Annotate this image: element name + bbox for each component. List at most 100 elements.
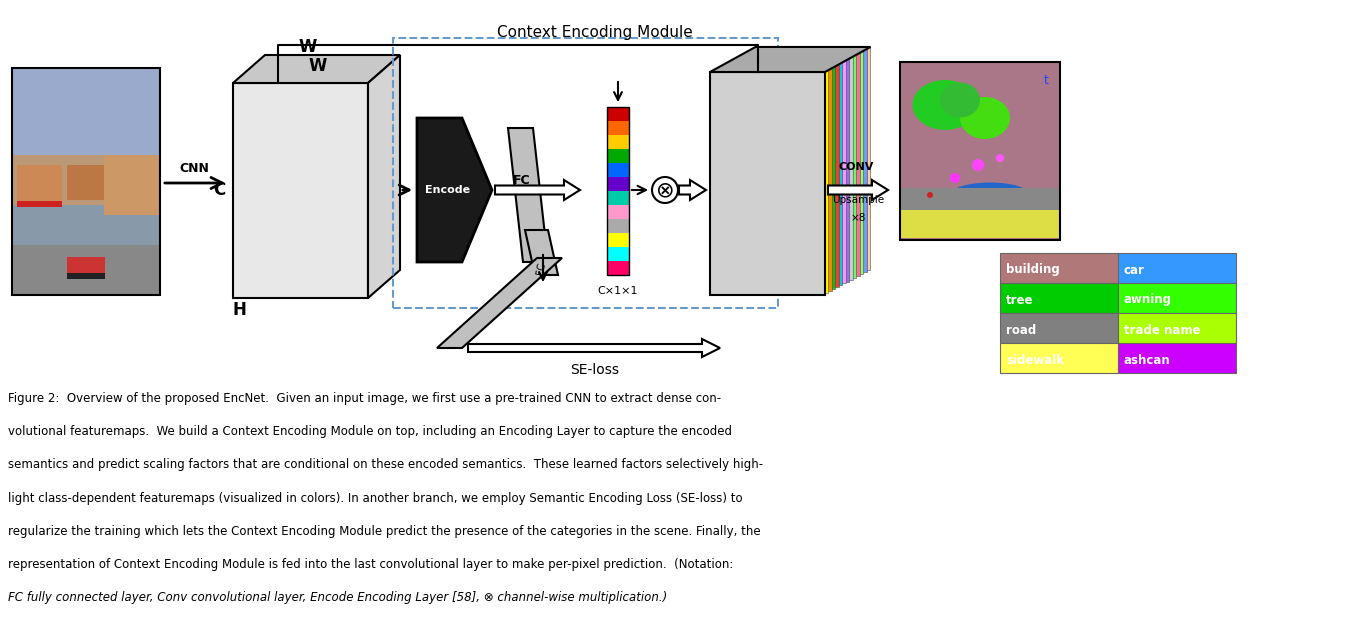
Bar [900, 188, 1060, 210]
Bar [607, 261, 630, 275]
Bar [393, 38, 779, 308]
Text: regularize the training which lets the Context Encoding Module predict the prese: regularize the training which lets the C… [8, 525, 761, 538]
Bar [734, 58, 849, 282]
Text: SE-loss: SE-loss [570, 363, 620, 377]
Ellipse shape [910, 196, 969, 214]
Circle shape [972, 159, 984, 171]
Bar [607, 205, 630, 219]
Bar [607, 163, 630, 177]
Bar [607, 219, 630, 233]
Bar [66, 257, 106, 275]
Bar [720, 66, 835, 289]
Bar [607, 233, 630, 247]
Text: tree: tree [1006, 293, 1033, 307]
Polygon shape [829, 180, 888, 200]
Text: volutional featuremaps.  We build a Context Encoding Module on top, including an: volutional featuremaps. We build a Conte… [8, 425, 733, 438]
Bar [756, 47, 871, 270]
Bar [738, 56, 853, 280]
Bar [900, 210, 1060, 238]
Bar [607, 247, 630, 261]
Text: FC fully connected layer, Conv convolutional layer, Encode Encoding Layer [58], : FC fully connected layer, Conv convoluti… [8, 591, 668, 604]
Bar [709, 72, 825, 295]
Text: building: building [1006, 263, 1060, 277]
Text: car: car [1124, 263, 1145, 277]
Bar [718, 68, 831, 291]
Text: W: W [299, 38, 317, 56]
Bar [1118, 313, 1236, 343]
Text: C: C [213, 181, 225, 199]
Polygon shape [508, 128, 548, 262]
Circle shape [653, 177, 678, 203]
Bar [607, 135, 630, 149]
Bar [745, 53, 860, 276]
Text: Context Encoding Module: Context Encoding Module [497, 24, 693, 40]
Bar [731, 60, 846, 283]
Polygon shape [525, 230, 558, 275]
Bar [66, 165, 107, 200]
Text: W: W [309, 57, 328, 75]
Text: t: t [1044, 73, 1048, 87]
Bar [1118, 283, 1236, 313]
Ellipse shape [940, 83, 980, 117]
Text: awning: awning [1124, 293, 1173, 307]
Text: ⊗: ⊗ [655, 180, 674, 200]
Bar [1001, 313, 1118, 343]
Text: light class-dependent featuremaps (visualized in colors). In another branch, we : light class-dependent featuremaps (visua… [8, 492, 742, 505]
Bar [751, 49, 867, 272]
Bar [18, 165, 62, 205]
Bar [1001, 283, 1118, 313]
Text: CNN: CNN [179, 162, 209, 174]
Text: FC: FC [535, 261, 547, 275]
Circle shape [927, 192, 933, 198]
Bar [1118, 343, 1236, 373]
Polygon shape [678, 180, 705, 200]
Text: ×8: ×8 [850, 213, 865, 223]
Text: Figure 2:  Overview of the proposed EncNet.  Given an input image, we first use : Figure 2: Overview of the proposed EncNe… [8, 392, 722, 405]
Circle shape [997, 154, 1005, 162]
Polygon shape [496, 180, 580, 200]
Text: semantics and predict scaling factors that are conditional on these encoded sema: semantics and predict scaling factors th… [8, 458, 764, 472]
Polygon shape [468, 339, 720, 357]
Bar [607, 107, 630, 121]
Text: CONV: CONV [838, 162, 873, 172]
Text: road: road [1006, 324, 1036, 337]
Polygon shape [709, 47, 871, 72]
Circle shape [951, 173, 960, 183]
Bar [1001, 253, 1118, 283]
Ellipse shape [913, 80, 978, 130]
Text: Encode: Encode [425, 185, 471, 195]
Bar [66, 273, 106, 279]
Polygon shape [233, 55, 399, 83]
Text: sidewalk: sidewalk [1006, 354, 1064, 367]
Text: representation of Context Encoding Module is fed into the last convolutional lay: representation of Context Encoding Modul… [8, 558, 734, 571]
Bar [1118, 253, 1236, 283]
Bar [727, 62, 842, 285]
Polygon shape [437, 258, 562, 348]
Bar [607, 121, 630, 135]
Bar [607, 107, 630, 275]
Text: C×1×1: C×1×1 [597, 286, 638, 296]
Bar [12, 68, 160, 155]
Bar [724, 65, 839, 287]
Bar [12, 68, 160, 295]
Bar [12, 68, 160, 295]
Bar [714, 70, 829, 293]
Text: trade name: trade name [1124, 324, 1201, 337]
Bar [709, 72, 825, 295]
Text: Upsample: Upsample [831, 195, 884, 205]
Bar [12, 245, 160, 295]
Bar [1001, 343, 1118, 373]
Ellipse shape [960, 97, 1010, 139]
Bar [607, 191, 630, 205]
Bar [742, 55, 857, 278]
Bar [607, 177, 630, 191]
Text: H: H [232, 301, 246, 319]
Bar [233, 83, 368, 298]
Polygon shape [368, 55, 399, 298]
Bar [104, 155, 158, 215]
Bar [18, 201, 62, 207]
Bar [900, 62, 1060, 240]
Bar [749, 51, 864, 274]
Bar [607, 149, 630, 163]
Text: FC: FC [513, 174, 531, 186]
